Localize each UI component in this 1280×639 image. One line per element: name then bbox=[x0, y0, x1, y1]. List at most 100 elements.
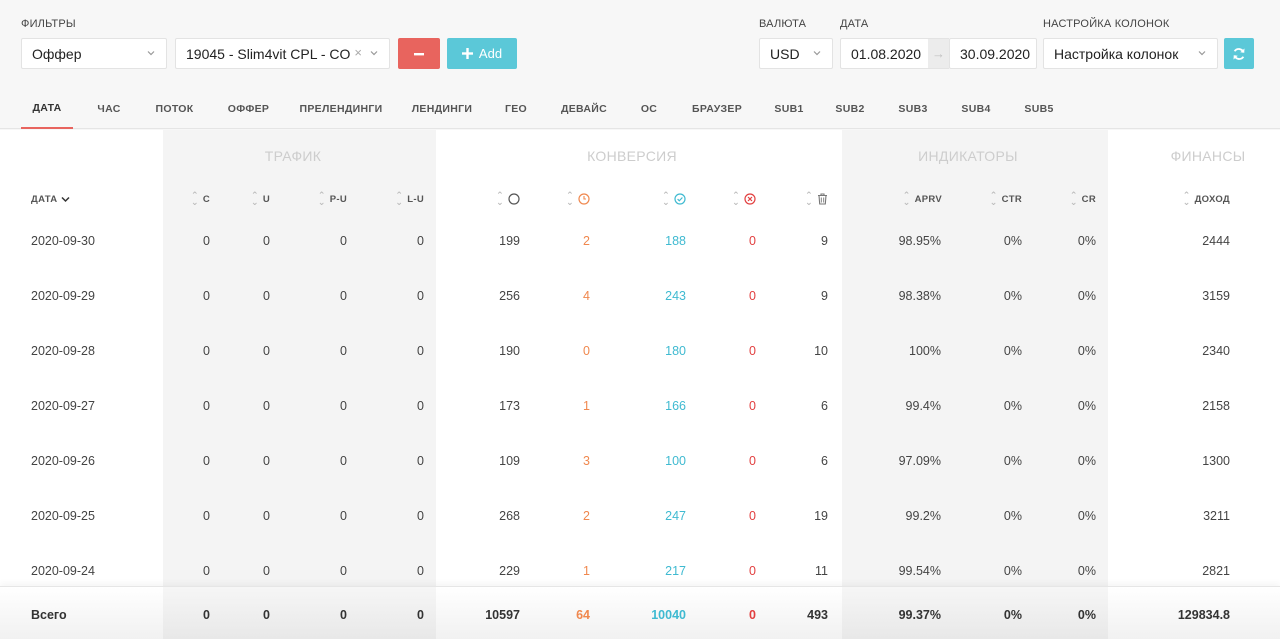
offer-select[interactable]: 19045 - Slim4vit CPL - CO… × bbox=[175, 38, 390, 69]
cell-hold: 3 bbox=[583, 454, 590, 468]
cell-lu: 0 bbox=[417, 344, 424, 358]
sort-icon: ⌃ ⌄ bbox=[902, 190, 911, 207]
cell-approved: 243 bbox=[665, 289, 686, 303]
remove-filter-button[interactable] bbox=[398, 38, 440, 69]
column-header-date[interactable]: ДАТА bbox=[31, 192, 91, 206]
column-header-lu[interactable]: ⌃ ⌄ L-U bbox=[364, 191, 424, 207]
refresh-button[interactable] bbox=[1224, 38, 1254, 69]
cell-trash: 6 bbox=[821, 454, 828, 468]
column-header-u[interactable]: ⌃ ⌄ U bbox=[210, 191, 270, 207]
cell-aprv: 97.09% bbox=[898, 454, 941, 468]
totals-trash: 493 bbox=[807, 608, 828, 622]
filter-type-select[interactable]: Оффер bbox=[21, 38, 167, 69]
cell-trash: 10 bbox=[814, 344, 828, 358]
cell-pu: 0 bbox=[340, 344, 347, 358]
date-to-input[interactable]: 30.09.2020 bbox=[949, 38, 1037, 69]
date-label: ДАТА bbox=[840, 18, 869, 30]
totals-ctr: 0% bbox=[1003, 608, 1022, 622]
cell-approved: 180 bbox=[665, 344, 686, 358]
cell-hold: 4 bbox=[583, 289, 590, 303]
cell-date: 2020-09-27 bbox=[31, 399, 95, 413]
cell-rejected: 0 bbox=[749, 344, 756, 358]
column-header-rejected[interactable]: ⌃ ⌄ bbox=[706, 191, 756, 207]
tab-hour[interactable]: ЧАС bbox=[97, 102, 121, 115]
cell-cr: 0% bbox=[1077, 564, 1096, 578]
cell-hold: 1 bbox=[583, 564, 590, 578]
column-header-c[interactable]: ⌃ ⌄ C bbox=[150, 191, 210, 207]
tab-sub4[interactable]: SUB4 bbox=[961, 102, 991, 115]
tab-browser[interactable]: БРАУЗЕР bbox=[691, 102, 743, 115]
column-header-pu[interactable]: ⌃ ⌄ P-U bbox=[287, 191, 347, 207]
totals-cr: 0% bbox=[1077, 608, 1096, 622]
table-row: 2020-09-26 0 0 0 0 109 3 100 0 6 97.09% 0% 0% 1300 bbox=[0, 454, 1280, 474]
tab-device[interactable]: ДЕВАЙС bbox=[560, 102, 608, 115]
traffic-column-band bbox=[163, 130, 436, 639]
tab-sub5[interactable]: SUB5 bbox=[1024, 102, 1054, 115]
cell-ctr: 0% bbox=[1003, 289, 1022, 303]
table-row: 2020-09-25 0 0 0 0 268 2 247 0 19 99.2% 0% 0% 3211 bbox=[0, 509, 1280, 529]
cell-total: 199 bbox=[499, 234, 520, 248]
cell-pu: 0 bbox=[340, 234, 347, 248]
column-header-approved[interactable]: ⌃ ⌄ bbox=[636, 190, 686, 207]
columns-setting-select[interactable]: Настройка колонок bbox=[1043, 38, 1218, 69]
cell-rejected: 0 bbox=[749, 564, 756, 578]
cell-u: 0 bbox=[263, 509, 270, 523]
currency-label: ВАЛЮТА bbox=[759, 18, 807, 30]
cell-total: 256 bbox=[499, 289, 520, 303]
tab-os[interactable]: ОС bbox=[640, 102, 658, 115]
clock-icon bbox=[578, 193, 590, 205]
totals-total: 10597 bbox=[485, 608, 520, 622]
tab-date[interactable]: ДАТА bbox=[21, 88, 73, 129]
cell-rejected: 0 bbox=[749, 509, 756, 523]
tab-landings[interactable]: ЛЕНДИНГИ bbox=[411, 102, 473, 115]
add-filter-button[interactable]: Add bbox=[447, 38, 517, 69]
totals-hold: 64 bbox=[576, 608, 590, 622]
cell-lu: 0 bbox=[417, 564, 424, 578]
cell-income: 2821 bbox=[1202, 564, 1230, 578]
tab-sub1[interactable]: SUB1 bbox=[774, 102, 804, 115]
tab-stream[interactable]: ПОТОК bbox=[155, 102, 194, 115]
group-finance: ФИНАНСЫ bbox=[1170, 148, 1246, 164]
x-circle-icon bbox=[744, 193, 756, 205]
cell-ctr: 0% bbox=[1003, 344, 1022, 358]
tab-offer[interactable]: ОФФЕР bbox=[227, 102, 270, 115]
column-header-pu-label: P-U bbox=[329, 193, 347, 205]
column-header-total-conversions[interactable]: ⌃ ⌄ bbox=[470, 191, 520, 207]
sort-icon: ⌃ ⌄ bbox=[662, 190, 670, 207]
cell-date: 2020-09-25 bbox=[31, 509, 95, 523]
chevron-down-icon bbox=[1197, 48, 1207, 58]
cell-cr: 0% bbox=[1077, 234, 1096, 248]
plus-icon bbox=[461, 48, 473, 59]
stats-table: ТРАФИК КОНВЕРСИЯ ИНДИКАТОРЫ ФИНАНСЫ ДАТА… bbox=[0, 130, 1280, 639]
cell-lu: 0 bbox=[417, 399, 424, 413]
cell-total: 229 bbox=[499, 564, 520, 578]
clear-icon[interactable]: × bbox=[354, 45, 362, 60]
tab-sub3[interactable]: SUB3 bbox=[898, 102, 928, 115]
cell-income: 2158 bbox=[1202, 399, 1230, 413]
cell-pu: 0 bbox=[340, 399, 347, 413]
filter-type-value: Оффер bbox=[32, 45, 82, 62]
column-header-ctr[interactable]: ⌃ ⌄ CTR bbox=[962, 191, 1022, 207]
cell-hold: 0 bbox=[583, 344, 590, 358]
cell-c: 0 bbox=[203, 454, 210, 468]
table-row: 2020-09-30 0 0 0 0 199 2 188 0 9 98.95% 0% 0% 2444 bbox=[0, 234, 1280, 254]
cell-cr: 0% bbox=[1077, 509, 1096, 523]
tab-sub2[interactable]: SUB2 bbox=[835, 102, 865, 115]
cell-pu: 0 bbox=[340, 564, 347, 578]
column-header-cr[interactable]: ⌃ ⌄ CR bbox=[1036, 191, 1096, 207]
tab-prelandings[interactable]: ПРЕЛЕНДИНГИ bbox=[299, 102, 383, 115]
currency-select[interactable]: USD bbox=[759, 38, 833, 69]
column-header-income[interactable]: ⌃ ⌄ ДОХОД bbox=[1140, 191, 1230, 207]
column-header-hold[interactable]: ⌃ ⌄ bbox=[540, 191, 590, 207]
column-header-trash[interactable]: ⌃ ⌄ bbox=[778, 191, 828, 207]
cell-trash: 19 bbox=[814, 509, 828, 523]
cell-income: 3211 bbox=[1203, 509, 1230, 523]
tab-geo[interactable]: ГЕО bbox=[504, 102, 528, 115]
column-header-aprv[interactable]: ⌃ ⌄ APRV bbox=[870, 190, 942, 207]
filters-label: ФИЛЬТРЫ bbox=[21, 18, 76, 30]
cell-pu: 0 bbox=[340, 289, 347, 303]
cell-cr: 0% bbox=[1077, 399, 1096, 413]
cell-trash: 9 bbox=[821, 234, 828, 248]
date-from-input[interactable]: 01.08.2020 bbox=[840, 38, 929, 69]
totals-pu: 0 bbox=[340, 608, 347, 622]
